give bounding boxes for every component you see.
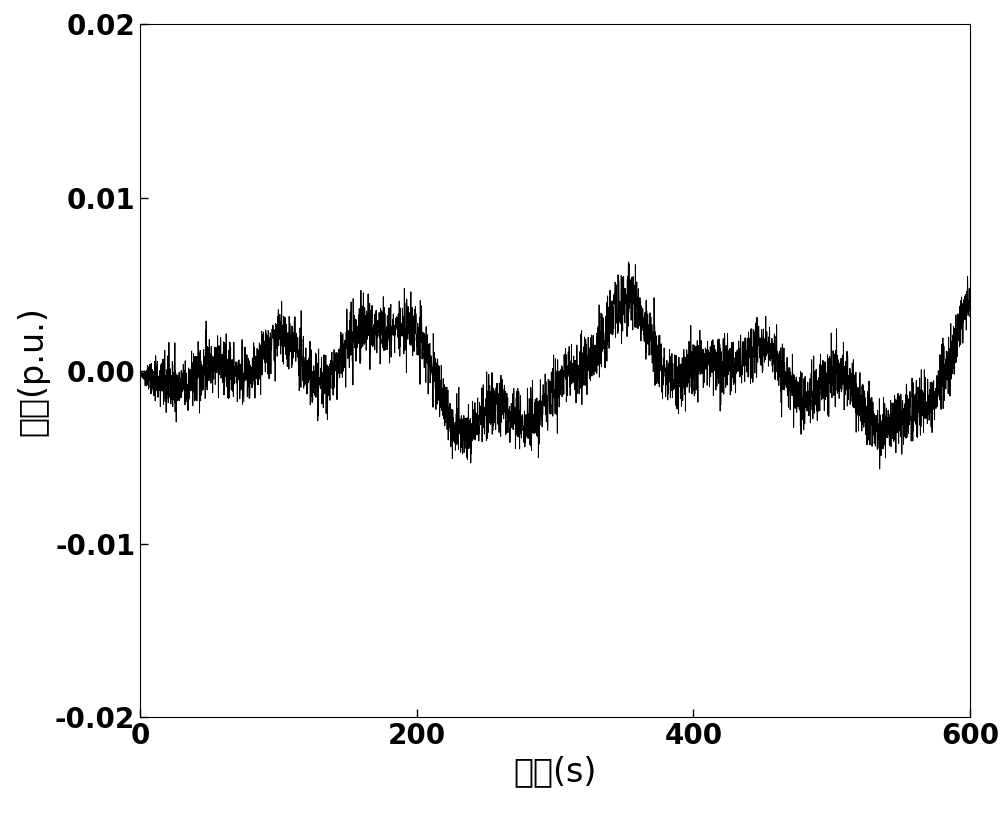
X-axis label: 时间(s): 时间(s) bbox=[513, 756, 597, 789]
Y-axis label: 幅值(p.u.): 幅值(p.u.) bbox=[16, 306, 49, 436]
